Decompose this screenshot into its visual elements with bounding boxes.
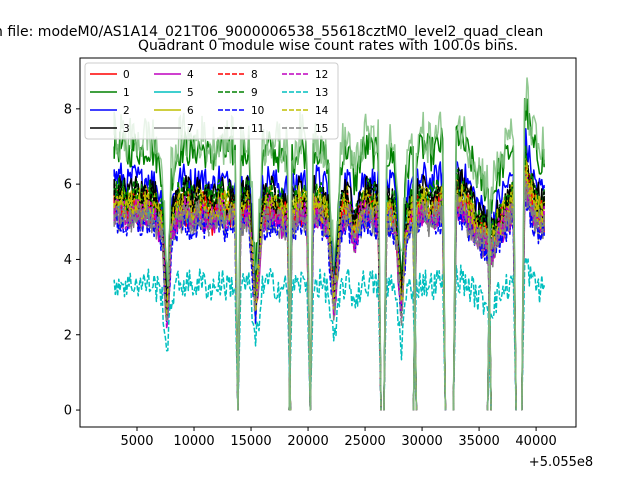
legend-label-3: 3	[123, 123, 130, 135]
y-tick-label: 6	[64, 178, 72, 193]
legend-label-6: 6	[187, 105, 194, 117]
x-tick-label: 10000	[173, 434, 214, 449]
y-axis: 0 2 4 6 8	[64, 102, 80, 419]
x-tick-label: 30000	[401, 434, 442, 449]
y-tick-label: 4	[64, 253, 72, 268]
legend-label-0: 0	[123, 69, 130, 81]
chart-title: Quadrant 0 module wise count rates with …	[138, 38, 518, 54]
series-13-line	[113, 256, 545, 411]
legend-label-9: 9	[251, 87, 258, 99]
legend-label-1: 1	[123, 87, 130, 99]
x-tick-label: 15000	[230, 434, 271, 449]
x-tick-label: 5000	[120, 434, 153, 449]
legend-label-7: 7	[187, 123, 194, 135]
legend-label-10: 10	[251, 105, 264, 117]
x-tick-label: 25000	[344, 434, 385, 449]
series-15-line	[113, 171, 545, 411]
legend-box	[84, 62, 339, 140]
y-tick-label: 0	[64, 404, 72, 419]
legend-label-11: 11	[251, 123, 264, 135]
x-offset-label: +5.055e8	[529, 455, 593, 470]
y-tick-label: 2	[64, 328, 72, 343]
x-tick-label: 40000	[515, 434, 556, 449]
plot-frame	[79, 57, 577, 428]
figure-suptitle: n file: modeM0/AS1A14_021T06_9000006538_…	[0, 24, 543, 40]
legend-label-2: 2	[123, 105, 130, 117]
x-tick-label: 35000	[458, 434, 499, 449]
y-tick-label: 8	[64, 102, 72, 117]
legend-label-14: 14	[315, 105, 329, 117]
x-tick-label: 20000	[287, 434, 328, 449]
legend-label-4: 4	[187, 69, 194, 81]
plot-data	[113, 77, 545, 411]
legend-label-12: 12	[315, 69, 328, 81]
x-axis: 5000 10000 15000 20000 25000 30000 35000 40000	[120, 427, 557, 449]
legend-label-5: 5	[187, 87, 194, 99]
legend-label-8: 8	[251, 69, 258, 81]
legend-label-15: 15	[315, 123, 328, 135]
legend-label-13: 13	[315, 87, 328, 99]
